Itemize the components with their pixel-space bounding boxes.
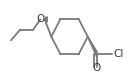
Polygon shape xyxy=(88,37,97,57)
Text: O: O xyxy=(36,14,44,24)
Text: Cl: Cl xyxy=(114,49,124,59)
Text: O: O xyxy=(93,63,101,73)
